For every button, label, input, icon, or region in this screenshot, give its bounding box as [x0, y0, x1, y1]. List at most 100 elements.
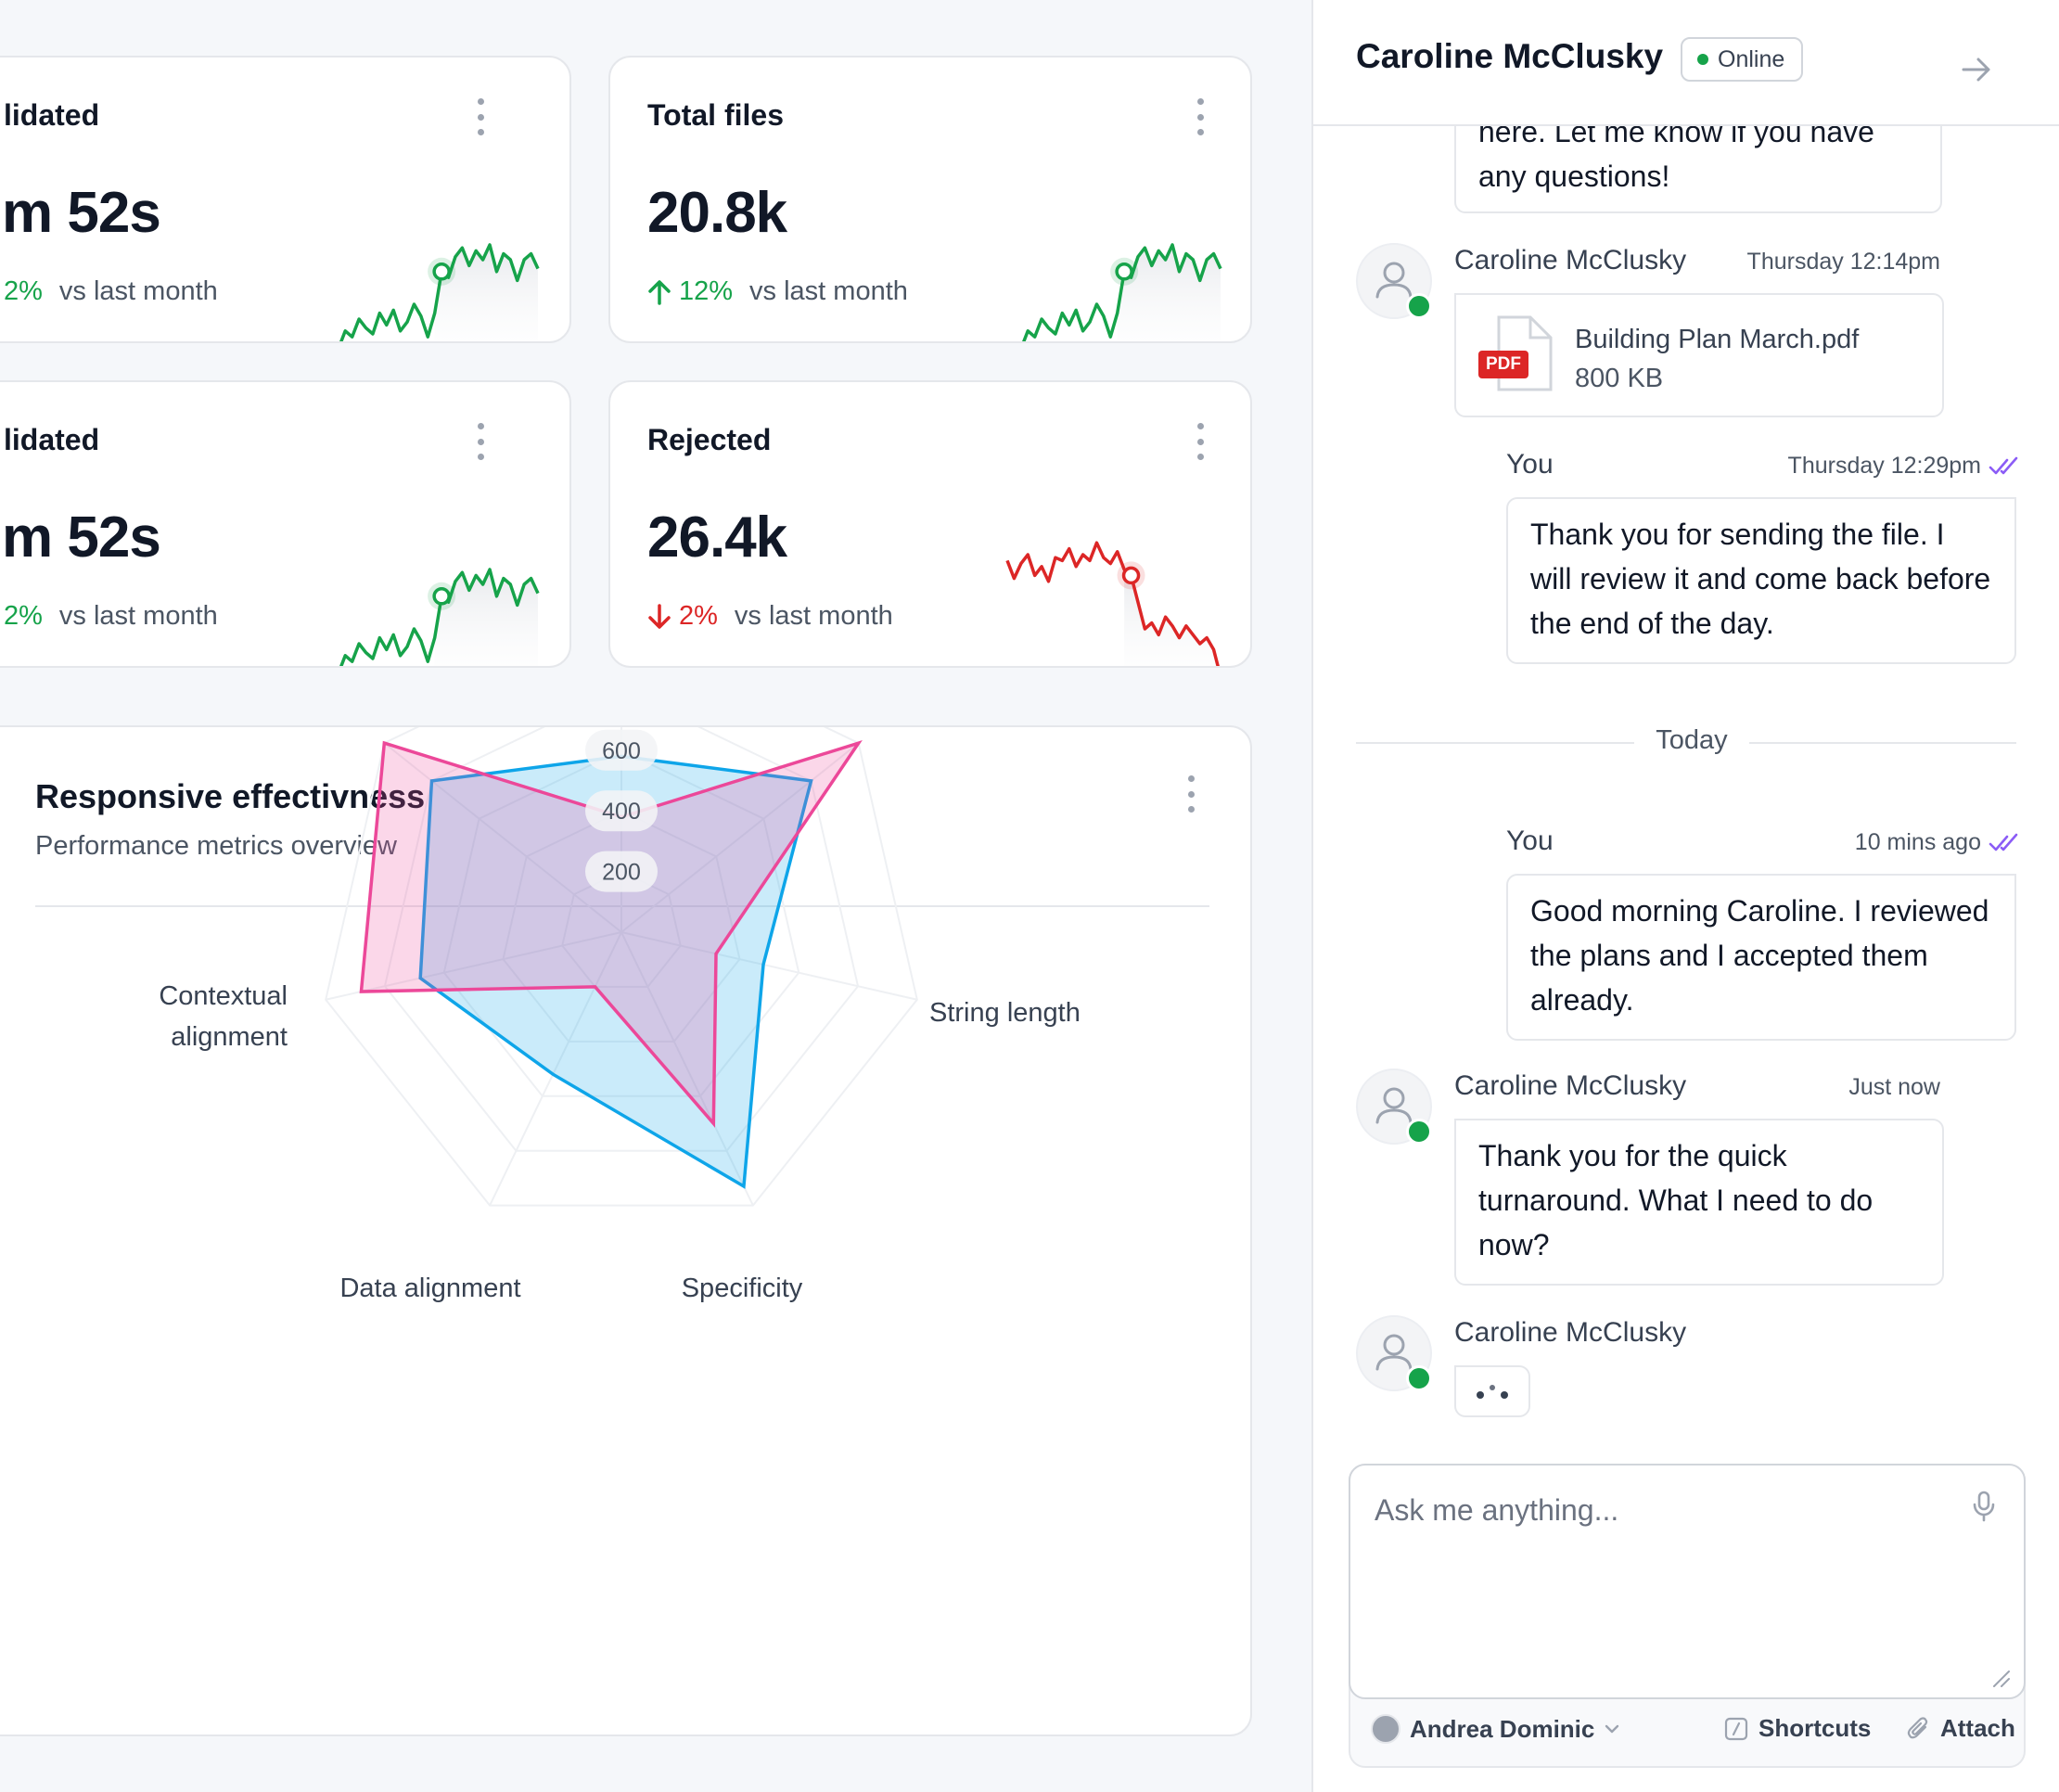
input-placeholder: Ask me anything...	[1375, 1493, 1619, 1527]
date-divider-line	[1749, 742, 2016, 744]
shortcuts-button[interactable]: Shortcuts	[1723, 1714, 1871, 1743]
sparkline-line	[1022, 243, 1222, 341]
avatar	[1356, 1069, 1432, 1145]
sparkline-point	[432, 587, 451, 606]
sparkline-area	[1124, 570, 1219, 666]
avatar	[1356, 1315, 1432, 1391]
card-trend: 2% vs last month	[4, 601, 218, 632]
chat-panel: Caroline McClusky Online here. Let me kn…	[1311, 0, 2059, 1792]
card-trend: 2% vs last month	[647, 601, 893, 632]
radar-tick-pill	[585, 729, 658, 771]
trend-percent: 12%	[679, 276, 734, 306]
user-selector[interactable]: Andrea Dominic	[1371, 1714, 1620, 1744]
message-input[interactable]: Ask me anything...	[1349, 1464, 2026, 1699]
chevron-down-icon	[1604, 1722, 1620, 1735]
radar-grid-ring	[561, 870, 682, 988]
sender-name: Caroline McClusky	[1454, 1317, 1687, 1348]
radar-spoke	[620, 931, 754, 1207]
microphone-icon[interactable]	[1970, 1490, 1998, 1528]
online-indicator	[1406, 293, 1432, 319]
more-options-icon[interactable]	[1193, 423, 1208, 460]
sparkline-chart	[339, 243, 540, 341]
radar-axis-label: alignment	[171, 1022, 288, 1052]
online-indicator	[1406, 1119, 1432, 1145]
radar-grid	[325, 727, 918, 1207]
dashboard-area: lidated m 52s 2% vs last month Total fil…	[0, 56, 1252, 1736]
card-value: 26.4k	[647, 506, 787, 570]
radar-card: Responsive effectivness Performance metr…	[0, 725, 1252, 1736]
file-attachment[interactable]: PDF Building Plan March.pdf 800 KB	[1454, 293, 1944, 417]
radar-tick-pill	[585, 851, 658, 892]
radar-axis-label: Specificity	[682, 1274, 803, 1303]
more-options-icon[interactable]	[473, 98, 488, 135]
sparkline-line	[339, 568, 540, 666]
user-icon	[1375, 1087, 1413, 1124]
message-bubble: Thank you for sending the file. I will r…	[1506, 497, 2016, 664]
chat-header: Caroline McClusky Online	[1313, 0, 2059, 126]
trend-percent: 2%	[4, 601, 43, 631]
composer: Ask me anything... Andrea Dominic Shortc…	[1349, 1464, 2026, 1768]
metric-card: Total files 20.8k 12% vs last month	[608, 56, 1252, 343]
card-title: Rejected	[647, 423, 772, 456]
resize-handle-icon[interactable]	[1990, 1668, 2011, 1693]
more-options-icon[interactable]	[473, 423, 488, 460]
radar-axis-label: Contextual	[159, 981, 288, 1011]
date-divider-line	[1356, 742, 1634, 744]
read-receipt-icon	[1989, 454, 2020, 481]
card-trend: 12% vs last month	[647, 276, 908, 307]
message-bubble: Thank you for the quick turnaround. What…	[1454, 1119, 1944, 1286]
card-trend: 2% vs last month	[4, 276, 218, 307]
arrow-right-icon[interactable]	[1961, 54, 1992, 90]
typing-indicator	[1454, 1365, 1530, 1417]
message-time: 10 mins ago	[1854, 829, 1981, 855]
card-value: 20.8k	[647, 181, 787, 245]
sparkline-point	[1115, 262, 1133, 281]
online-dot-icon	[1697, 54, 1708, 65]
sparkline-chart	[339, 568, 540, 666]
online-indicator	[1406, 1365, 1432, 1391]
sender-name: Caroline McClusky	[1454, 245, 1687, 275]
radar-spoke	[383, 742, 622, 933]
arrow-down-icon	[647, 603, 671, 630]
trend-label: vs last month	[749, 276, 908, 306]
sender-name: Caroline McClusky	[1454, 1070, 1687, 1101]
more-options-icon[interactable]	[1193, 98, 1208, 135]
radar-spoke	[489, 931, 622, 1207]
user-icon	[1375, 262, 1413, 299]
metric-card: lidated m 52s 2% vs last month	[0, 380, 571, 668]
radar-axis-label: Data alignment	[339, 1274, 520, 1303]
sparkline-point	[432, 262, 451, 281]
card-title: Total files	[647, 98, 784, 132]
sparkline-point	[1121, 566, 1141, 585]
radar-tick-label: 400	[602, 799, 641, 825]
sparkline-chart	[1005, 541, 1220, 666]
pdf-file-icon: PDF	[1478, 315, 1554, 405]
attach-button[interactable]: Attach	[1907, 1714, 2015, 1743]
sparkline-area	[1117, 245, 1221, 341]
radar-series	[359, 739, 863, 1128]
contact-name: Caroline McClusky	[1356, 37, 1664, 75]
paperclip-icon	[1907, 1716, 1931, 1742]
user-icon	[1375, 1334, 1413, 1371]
radar-grid-ring	[502, 810, 741, 1043]
avatar	[1356, 243, 1432, 319]
sparkline-chart	[1022, 243, 1222, 341]
radar-spoke	[620, 931, 918, 1001]
sparkline-area	[434, 245, 538, 341]
date-divider-label: Today	[1656, 725, 1728, 755]
sparkline-line	[1005, 541, 1220, 666]
sender-name: You	[1506, 449, 1554, 480]
read-receipt-icon	[1989, 831, 2020, 858]
radar-spoke	[325, 931, 622, 1001]
radar-tick-label: 200	[602, 860, 641, 886]
pdf-badge: PDF	[1478, 351, 1528, 378]
trend-label: vs last month	[734, 601, 893, 631]
radar-tick-pill	[585, 790, 658, 832]
status-badge: Online	[1681, 37, 1804, 82]
radar-grid-ring	[383, 727, 860, 1152]
more-options-icon[interactable]	[1183, 775, 1198, 813]
metric-card: lidated m 52s 2% vs last month	[0, 56, 571, 343]
radar-axis-label: String length	[929, 998, 1081, 1028]
arrow-up-icon	[647, 279, 671, 305]
message-time: Thursday 12:14pm	[1746, 249, 1940, 275]
